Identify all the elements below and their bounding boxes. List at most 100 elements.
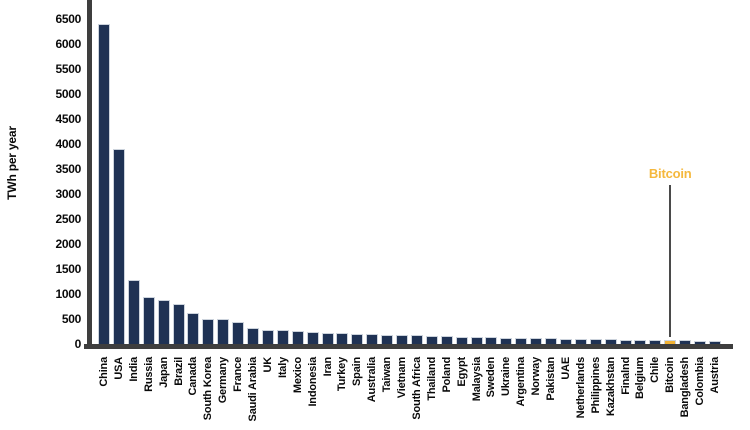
x-label-text: Vietnam (396, 357, 408, 399)
bar-turkey (336, 333, 349, 344)
x-label-text: Mexico (291, 357, 304, 394)
x-label-australia: Australia (366, 353, 378, 402)
y-axis-line (87, 0, 92, 349)
x-label-text: USA (112, 357, 125, 380)
bar-poland (440, 336, 453, 344)
x-label-bangladesh: Bangladesh (679, 353, 691, 417)
y-tick-5500: 5500 (55, 62, 82, 76)
x-label-text: Pakistan (545, 357, 557, 401)
x-label-india: India (128, 353, 140, 382)
y-tick-6500: 6500 (55, 12, 82, 26)
x-label-iran: Iran (322, 353, 334, 376)
x-label-text: Egypt (455, 357, 468, 387)
bar-italy (276, 330, 289, 344)
x-label-text: South Africa (410, 357, 423, 420)
x-label-text: France (232, 357, 245, 392)
x-label-text: Kazakhstan (604, 357, 617, 417)
x-label-poland: Poland (441, 353, 453, 392)
bar-norway (530, 338, 543, 344)
x-label-text: China (98, 357, 110, 387)
x-label-text: Colombia (694, 357, 706, 406)
x-label-text: India (127, 357, 140, 382)
x-label-text: Indonesia (306, 357, 319, 407)
y-axis-title: TWh per year (5, 126, 19, 200)
x-label-uk: UK (262, 353, 274, 373)
bitcoin-annotation-label: Bitcoin (648, 166, 692, 181)
x-label-uae: UAE (560, 353, 572, 380)
x-label-argentina: Argentina (515, 353, 527, 407)
x-label-thailand: Thailand (426, 353, 438, 401)
x-label-text: Australia (366, 357, 379, 403)
y-tick-6000: 6000 (55, 37, 82, 51)
bar-france (232, 322, 245, 344)
x-label-egypt: Egypt (456, 353, 468, 387)
x-label-mexico: Mexico (292, 353, 304, 393)
y-tick-2500: 2500 (55, 212, 82, 226)
x-label-norway: Norway (530, 353, 542, 396)
bar-colombia (694, 341, 706, 344)
x-label-text: Ukraine (500, 357, 513, 396)
bar-malaysia (470, 337, 483, 344)
x-label-pakistan: Pakistan (545, 353, 557, 401)
bar-austria (708, 341, 721, 344)
y-axis-title-text: TWh per year (5, 126, 19, 200)
x-label-saudi-arabia: Saudi Arabia (247, 353, 259, 421)
x-label-austria: Austria (709, 353, 721, 394)
x-label-text: Canada (187, 357, 200, 396)
x-label-colombia: Colombia (694, 353, 706, 406)
x-label-text: Norway (530, 357, 543, 396)
bar-spain (351, 334, 364, 344)
bar-iran (321, 333, 334, 344)
x-label-brazil: Brazil (173, 353, 185, 386)
y-tick-1000: 1000 (55, 287, 82, 301)
x-label-text: Chile (649, 357, 662, 383)
y-tick-2000: 2000 (55, 237, 82, 251)
bar-uk (261, 330, 274, 344)
bar-australia (366, 334, 379, 344)
x-label-ukraine: Ukraine (500, 353, 512, 396)
y-tick-3500: 3500 (55, 162, 82, 176)
x-label-text: Malaysia (470, 357, 483, 402)
x-label-vietnam: Vietnam (396, 353, 408, 398)
bar-kazakhstan (604, 339, 617, 344)
bar-russia (142, 297, 155, 344)
bitcoin-annotation-line (669, 185, 672, 337)
x-label-kazakhstan: Kazakhstan (605, 353, 617, 416)
bar-pakistan (545, 338, 557, 344)
y-tick-5000: 5000 (55, 87, 82, 101)
y-tick-0: 0 (74, 337, 82, 351)
x-label-text: Netherlands (574, 357, 587, 419)
y-tick-3000: 3000 (55, 187, 82, 201)
x-label-text: Russia (142, 357, 155, 392)
bar-south-africa (410, 335, 423, 344)
bar-brazil (172, 304, 185, 344)
x-label-taiwan: Taiwan (381, 353, 393, 392)
y-tick-4000: 4000 (55, 137, 82, 151)
bar-thailand (425, 336, 438, 344)
x-label-text: Belgium (634, 357, 647, 399)
bar-bangladesh (679, 340, 692, 344)
x-label-usa: USA (113, 353, 125, 380)
bar-vietnam (396, 335, 408, 344)
y-tick-1500: 1500 (55, 262, 82, 276)
x-label-indonesia: Indonesia (307, 353, 319, 407)
bar-canada (187, 313, 200, 344)
x-label-russia: Russia (143, 353, 155, 392)
x-label-china: China (98, 353, 110, 387)
x-label-text: UAE (559, 357, 572, 380)
x-label-text: Thailand (425, 357, 438, 401)
x-label-text: Finalnd (619, 357, 632, 395)
bar-indonesia (306, 332, 319, 344)
x-label-finalnd: Finalnd (620, 353, 632, 395)
x-label-philippines: Philippines (590, 353, 602, 413)
bar-belgium (634, 340, 647, 344)
x-label-text: Germany (217, 357, 230, 404)
x-label-text: UK (261, 357, 274, 373)
x-axis-line (84, 344, 733, 349)
x-label-text: Italy (276, 357, 289, 379)
x-label-south-korea: South Korea (202, 353, 214, 420)
x-label-text: Taiwan (381, 357, 394, 393)
x-label-text: Argentina (515, 357, 528, 407)
x-label-chile: Chile (649, 353, 661, 383)
